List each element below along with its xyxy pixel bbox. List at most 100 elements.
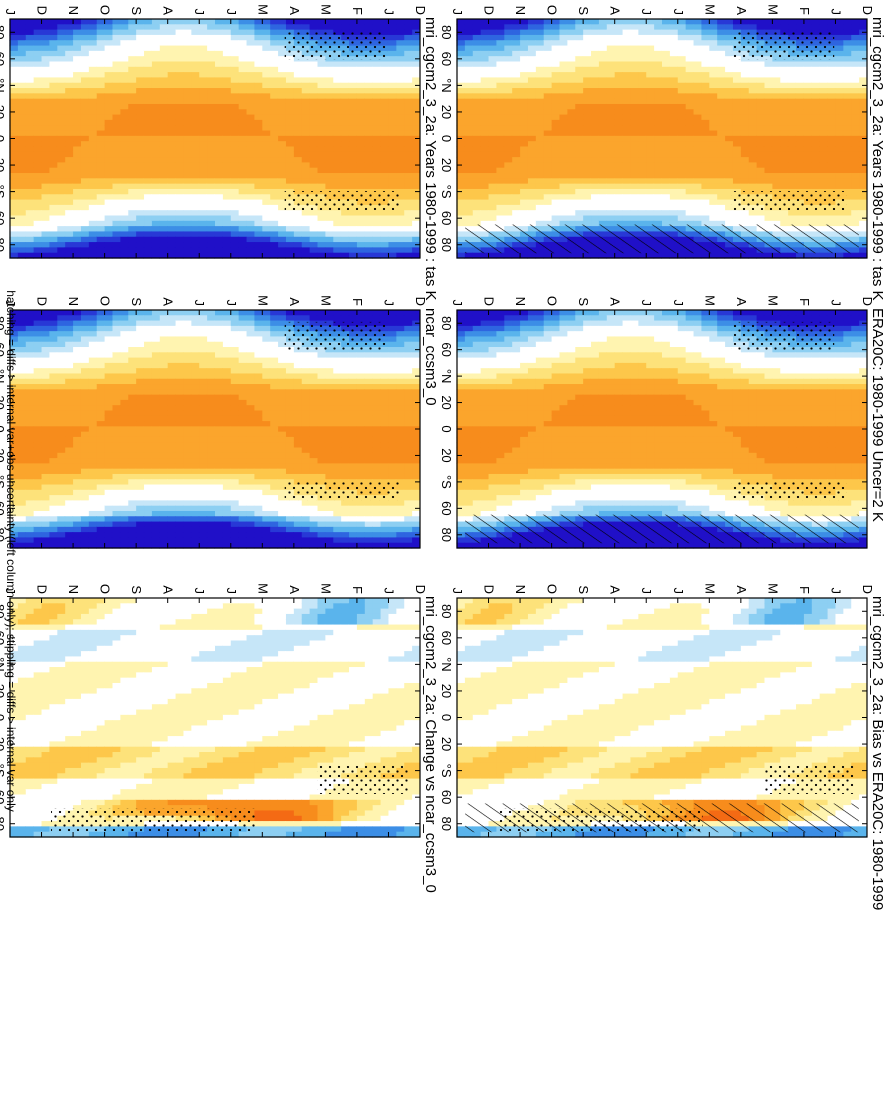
heat-cell [763, 61, 773, 68]
heat-cell [779, 442, 789, 449]
heat-cell [543, 215, 552, 222]
heat-cell [732, 72, 741, 79]
heat-cell [724, 484, 733, 491]
heat-cell [700, 93, 710, 100]
heat-cell [519, 320, 528, 327]
heat-cell [787, 431, 797, 438]
heat-cell [763, 93, 773, 100]
heat-cell [637, 389, 647, 396]
heat-cell [748, 410, 757, 417]
heat-cell [850, 19, 860, 25]
heat-cell [456, 157, 465, 163]
heat-cell [819, 103, 828, 110]
heat-cell [527, 210, 536, 217]
heat-cell [700, 151, 710, 158]
heat-cell [543, 410, 552, 417]
heat-cell [614, 88, 623, 94]
heat-cell [740, 146, 749, 153]
heat-cell [740, 88, 749, 94]
heat-cell [771, 500, 781, 507]
heat-cell [574, 141, 584, 148]
heat-cell [819, 135, 828, 142]
heat-cell [692, 608, 702, 615]
heat-cell [756, 183, 765, 190]
heat-cell [598, 500, 607, 507]
heat-cell [598, 29, 607, 36]
heat-cell [629, 405, 639, 412]
heat-cell [661, 114, 670, 121]
heat-cell [574, 119, 584, 126]
heat-cell [653, 505, 662, 512]
heat-cell [558, 500, 568, 507]
heat-cell [519, 204, 528, 211]
heat-cell [621, 109, 631, 116]
heat-cell [543, 373, 552, 380]
heat-cell [653, 603, 662, 610]
heat-cell [826, 613, 836, 620]
heat-cell [811, 447, 820, 454]
heat-cell [685, 431, 694, 438]
heat-cell [708, 315, 718, 322]
heat-cell [819, 82, 828, 89]
lat-tick-label: 60 [439, 211, 454, 225]
heat-cell [661, 183, 670, 190]
heat-cell [708, 157, 718, 163]
heat-cell [464, 331, 473, 338]
heat-cell [535, 598, 544, 604]
heat-cell [826, 135, 836, 142]
heat-cell [716, 442, 726, 449]
heat-cell [629, 542, 639, 549]
heat-cell [724, 24, 733, 31]
heat-cell [740, 141, 749, 148]
heat-cell [503, 325, 513, 332]
heat-cell [614, 199, 623, 206]
heat-cell [480, 468, 489, 475]
heat-cell [653, 542, 662, 549]
heat-cell [771, 447, 781, 454]
heat-cell [456, 510, 465, 517]
heat-cell [598, 468, 607, 475]
heat-cell [842, 452, 852, 459]
heat-cell [661, 426, 670, 433]
month-tick-label: J [450, 9, 465, 16]
heat-cell [582, 341, 592, 348]
heat-cell [614, 109, 623, 116]
heat-cell [558, 109, 568, 116]
heat-cell [811, 500, 820, 507]
heat-cell [503, 479, 513, 486]
heat-cell [519, 463, 528, 470]
heat-cell [535, 215, 544, 222]
heat-cell [495, 325, 505, 332]
heat-cell [543, 252, 552, 259]
heat-cell [503, 119, 513, 126]
heat-cell [574, 146, 584, 153]
heat-cell [700, 341, 710, 348]
heat-cell [606, 114, 615, 121]
heat-cell [740, 352, 749, 359]
heat-cell [464, 415, 473, 422]
lat-tick-label: 20 [439, 158, 454, 172]
heat-cell [716, 336, 726, 343]
heat-cell [519, 88, 528, 94]
heat-cell [495, 204, 505, 211]
heat-cell [519, 468, 528, 475]
heat-cell [527, 505, 536, 512]
heat-cell [661, 157, 670, 163]
heat-cell [834, 347, 844, 353]
heat-cell [653, 178, 662, 185]
heat-cell [771, 119, 781, 126]
heat-cell [558, 505, 568, 512]
heat-cell [834, 141, 844, 148]
heat-cell [748, 151, 757, 158]
heat-cell [480, 125, 489, 132]
heat-cell [850, 199, 860, 206]
heat-cell [629, 173, 639, 179]
heat-cell [503, 194, 513, 201]
heat-cell [598, 19, 607, 25]
heat-cell [850, 24, 860, 31]
heat-cell [685, 452, 694, 459]
heat-cell [519, 405, 528, 412]
heat-cell [503, 24, 513, 31]
heat-cell [606, 162, 615, 169]
heat-cell [574, 479, 584, 486]
